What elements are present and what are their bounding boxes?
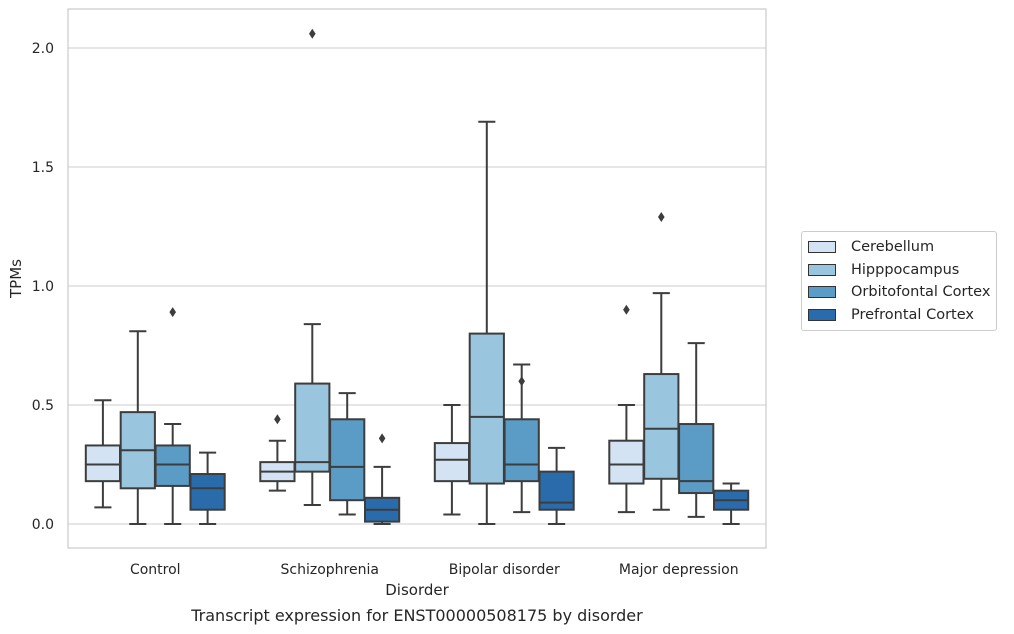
box-group [433, 404, 471, 516]
x-tick-label: Bipolar disorder [449, 562, 560, 578]
boxes [84, 28, 750, 525]
legend-swatch [808, 263, 836, 276]
box [468, 332, 505, 485]
y-axis-label: TPMs [7, 259, 25, 299]
box [608, 439, 645, 485]
box [84, 444, 122, 483]
legend-label: Orbitofontal Cortex [851, 284, 991, 301]
x-axis-ticks: Control Schizophrenia Bipolar disorder Majo… [130, 562, 739, 578]
box-group [608, 304, 645, 514]
box-group [189, 451, 226, 525]
legend-item-orbitofrontal-cortex: Orbitofontal Cortex [808, 281, 990, 304]
outlier-point [518, 376, 525, 387]
outlier-point [274, 414, 281, 425]
y-axis-ticks: 0.0 0.5 1.0 1.5 2.0 [32, 41, 54, 533]
box-group [468, 120, 505, 525]
box-group [259, 414, 296, 492]
y-tick-label: 1.5 [32, 160, 54, 176]
box [189, 473, 226, 511]
outlier-point [309, 28, 316, 39]
box-group [503, 363, 540, 514]
legend-item-hippocampus: Hipppocampus [808, 259, 990, 282]
box [154, 444, 191, 487]
x-tick-label: Control [130, 562, 181, 578]
box [503, 418, 540, 483]
y-tick-label: 0.0 [32, 517, 54, 533]
box [294, 382, 331, 473]
box-group [678, 342, 715, 518]
box-group [643, 211, 680, 511]
box-group [294, 28, 331, 506]
y-tick-label: 2.0 [32, 41, 54, 57]
legend-label: Prefrontal Cortex [851, 307, 974, 324]
x-axis-label: Disorder [385, 581, 449, 599]
outlier-point [169, 307, 176, 318]
x-tick-label: Major depression [619, 562, 739, 578]
box-group [538, 446, 575, 525]
legend-item-prefrontal-cortex: Prefrontal Cortex [808, 304, 990, 327]
legend-item-cerebellum: Cerebellum [808, 236, 990, 259]
box [678, 423, 715, 495]
legend-swatch [808, 241, 836, 254]
box [433, 442, 471, 483]
x-tick-label: Schizophrenia [281, 562, 379, 578]
legend-swatch [808, 286, 836, 299]
chart-caption: Transcript expression for ENST0000050817… [191, 606, 643, 625]
box-group [154, 307, 191, 525]
box-group [119, 330, 156, 525]
box [329, 418, 366, 502]
box-group [712, 482, 750, 525]
box-group [329, 392, 366, 516]
legend: Cerebellum Hipppocampus Orbitofontal Cor… [801, 231, 998, 332]
outlier-point [623, 304, 630, 315]
box [538, 470, 575, 511]
plot-frame [67, 8, 767, 549]
outlier-point [658, 211, 665, 222]
outlier-point [378, 433, 386, 444]
box-group [84, 399, 122, 509]
legend-swatch [808, 309, 836, 322]
box-group [363, 433, 401, 525]
legend-label: Hipppocampus [851, 261, 960, 278]
y-tick-label: 1.0 [32, 279, 54, 295]
box [643, 373, 680, 480]
legend-label: Cerebellum [851, 239, 935, 256]
y-tick-label: 0.5 [32, 398, 54, 414]
